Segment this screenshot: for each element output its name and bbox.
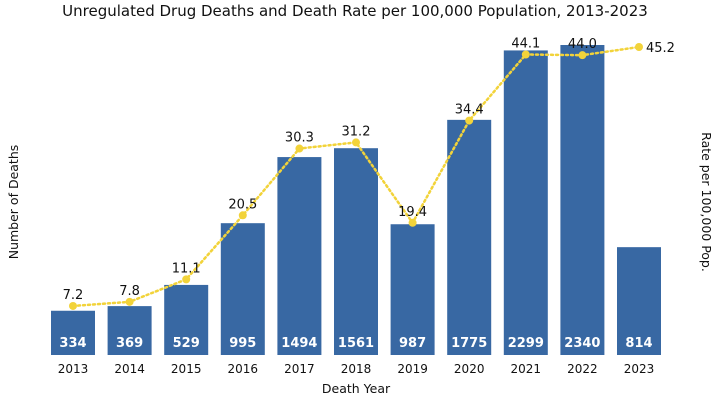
bar-2015 bbox=[164, 284, 209, 355]
bar-2021 bbox=[503, 50, 548, 355]
x-tick-label: 2014 bbox=[114, 362, 145, 376]
bar-value-label: 987 bbox=[399, 336, 426, 351]
rate-value-label: 20.5 bbox=[228, 197, 257, 212]
bar-2022 bbox=[560, 45, 605, 355]
rate-value-label: 45.2 bbox=[646, 41, 675, 56]
x-tick-label: 2020 bbox=[454, 362, 485, 376]
rate-point bbox=[635, 43, 643, 51]
bar-value-label: 1775 bbox=[451, 336, 487, 351]
rate-point bbox=[69, 301, 77, 310]
rate-value-label: 34.4 bbox=[455, 103, 484, 118]
bar-2020 bbox=[447, 119, 492, 355]
rate-value-label: 7.2 bbox=[63, 288, 84, 303]
bar-2017 bbox=[277, 157, 322, 355]
rate-point bbox=[125, 297, 134, 306]
bar-value-label: 995 bbox=[229, 336, 256, 351]
rate-value-label: 44.1 bbox=[511, 36, 540, 51]
rate-point bbox=[465, 116, 474, 125]
bar-value-label: 334 bbox=[59, 336, 86, 351]
bar-2013 bbox=[51, 310, 95, 355]
rate-value-label: 30.3 bbox=[285, 131, 314, 146]
bar-value-label: 529 bbox=[173, 336, 200, 351]
rate-value-label: 44.0 bbox=[568, 37, 597, 52]
x-tick-label: 2023 bbox=[624, 362, 655, 376]
bar-value-label: 2299 bbox=[508, 336, 544, 351]
rate-point bbox=[521, 50, 530, 59]
bar-2019 bbox=[390, 224, 435, 355]
bar-2016 bbox=[220, 223, 265, 355]
y-axis-label: Number of Deaths bbox=[6, 145, 21, 260]
rate-point bbox=[578, 51, 587, 60]
rate-point bbox=[295, 144, 304, 153]
rate-point bbox=[408, 218, 417, 227]
x-tick-label: 2015 bbox=[171, 362, 202, 376]
bar-value-label: 1494 bbox=[281, 336, 317, 351]
bar-2014 bbox=[107, 306, 152, 355]
x-tick-label: 2016 bbox=[228, 362, 259, 376]
bar-value-label: 369 bbox=[116, 336, 143, 351]
rate-point bbox=[238, 211, 247, 220]
x-tick-label: 2013 bbox=[58, 362, 89, 376]
bar-value-label: 2340 bbox=[564, 336, 600, 351]
bar-2018 bbox=[334, 148, 378, 355]
rate-point bbox=[182, 275, 191, 284]
x-tick-label: 2022 bbox=[567, 362, 598, 376]
rate-value-label: 31.2 bbox=[342, 124, 371, 139]
rate-value-label: 7.8 bbox=[119, 284, 140, 299]
x-tick-label: 2017 bbox=[284, 362, 315, 376]
bar-value-label: 814 bbox=[625, 336, 652, 351]
chart-title: Unregulated Drug Deaths and Death Rate p… bbox=[62, 2, 648, 20]
x-tick-label: 2019 bbox=[397, 362, 428, 376]
x-tick-label: 2021 bbox=[511, 362, 542, 376]
x-tick-label: 2018 bbox=[341, 362, 372, 376]
y2-axis-label: Rate per 100,000 Pop. bbox=[699, 132, 711, 272]
rate-value-label: 11.1 bbox=[172, 261, 201, 276]
bar-2023 bbox=[617, 247, 661, 355]
bar-value-label: 1561 bbox=[338, 336, 374, 351]
rate-value-label: 19.4 bbox=[398, 205, 427, 220]
x-axis-label: Death Year bbox=[322, 381, 391, 396]
rate-point bbox=[352, 138, 360, 147]
